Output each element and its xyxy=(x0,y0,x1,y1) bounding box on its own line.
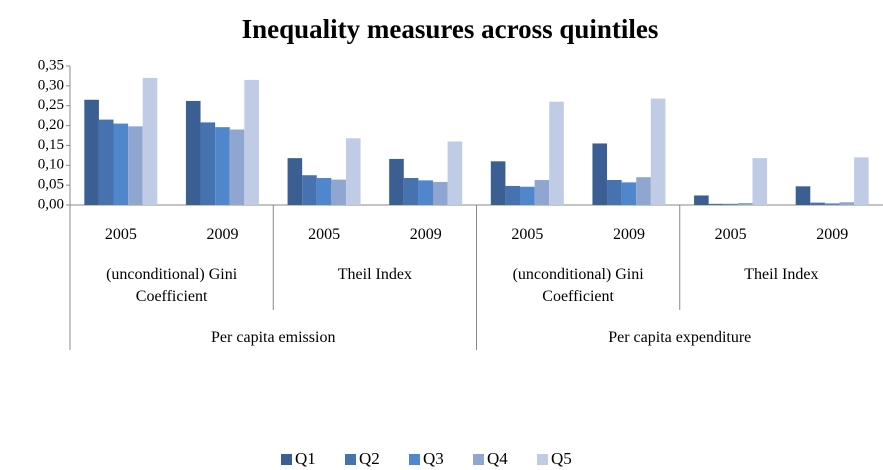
bar xyxy=(215,127,230,205)
bar xyxy=(694,195,709,205)
bar xyxy=(244,79,259,205)
bar xyxy=(490,161,506,205)
bar xyxy=(723,203,738,205)
bar xyxy=(534,179,550,205)
y-tick-label: 0,35 xyxy=(38,57,64,73)
x-tick-label: 2009 xyxy=(206,226,239,243)
legend-label: Q4 xyxy=(487,449,508,468)
bar xyxy=(113,123,129,205)
bar xyxy=(650,98,666,205)
legend-swatch xyxy=(473,454,484,465)
bar xyxy=(84,99,99,205)
legend-swatch xyxy=(537,454,548,465)
bar xyxy=(824,203,840,205)
bar xyxy=(128,126,143,205)
legend-label: Q2 xyxy=(359,449,380,468)
x-tick-label: 2009 xyxy=(612,226,645,243)
x-tick-label: 2005 xyxy=(511,226,544,243)
bar xyxy=(592,143,608,205)
bar xyxy=(607,179,622,205)
bar xyxy=(302,175,317,205)
group-label: Per capita emission xyxy=(211,329,336,346)
y-tick-label: 0,25 xyxy=(38,97,64,113)
chart-title: Inequality measures across quintiles xyxy=(242,14,659,44)
bar xyxy=(447,141,463,205)
bar xyxy=(432,181,448,205)
bar xyxy=(737,203,753,205)
bar xyxy=(98,119,114,205)
legend-label: Q1 xyxy=(295,449,316,468)
legend-swatch xyxy=(409,454,420,465)
y-tick-label: 0,15 xyxy=(38,137,64,153)
x-tick-label: 2009 xyxy=(816,226,849,243)
bar xyxy=(229,129,245,205)
y-tick-label: 0,00 xyxy=(38,196,64,212)
bar xyxy=(839,202,855,205)
bar xyxy=(403,177,419,205)
bar xyxy=(418,180,433,205)
bar xyxy=(389,158,404,205)
bar xyxy=(795,186,811,205)
subgroup-label: Theil Index xyxy=(744,266,819,283)
bar xyxy=(142,77,158,205)
subgroup-label: (unconditional) Gini Coefficient xyxy=(512,266,644,305)
subgroup-label: Theil Index xyxy=(337,266,412,283)
bar xyxy=(810,202,825,205)
subgroup-label: (unconditional) Gini Coefficient xyxy=(106,266,238,305)
bar xyxy=(520,186,535,205)
x-tick-label: 2005 xyxy=(308,226,341,243)
bar xyxy=(854,157,869,205)
x-tick-label: 2005 xyxy=(714,226,747,243)
y-tick-label: 0,05 xyxy=(38,177,64,193)
bar xyxy=(505,185,521,205)
legend-label: Q3 xyxy=(423,449,444,468)
legend-label: Q5 xyxy=(551,449,572,468)
bar xyxy=(345,138,361,205)
bar xyxy=(621,182,637,205)
bar xyxy=(200,122,216,205)
bar xyxy=(287,158,303,205)
bar xyxy=(331,179,346,205)
legend-swatch xyxy=(281,454,292,465)
legend-swatch xyxy=(345,454,356,465)
bar xyxy=(185,100,201,205)
x-tick-label: 2005 xyxy=(104,226,137,243)
y-tick-label: 0,20 xyxy=(38,117,64,133)
bar xyxy=(316,177,332,205)
bar xyxy=(708,203,724,205)
y-tick-label: 0,10 xyxy=(38,157,64,173)
bar xyxy=(549,101,564,205)
y-tick-label: 0,30 xyxy=(38,77,64,93)
group-label: Per capita expenditure xyxy=(608,329,752,346)
bar xyxy=(752,158,768,205)
bar xyxy=(636,177,651,205)
x-tick-label: 2009 xyxy=(409,226,442,243)
